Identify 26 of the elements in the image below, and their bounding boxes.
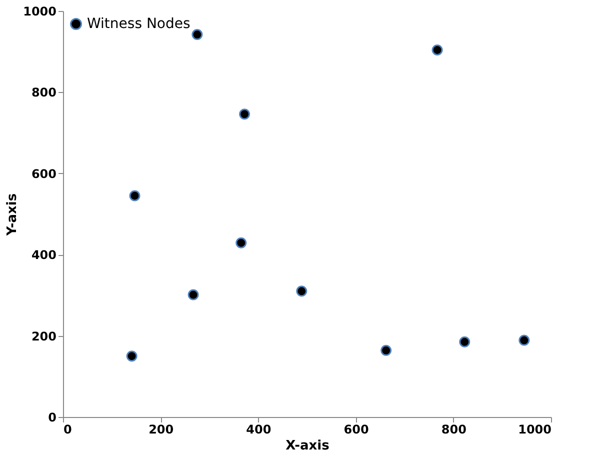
point bbox=[432, 44, 443, 56]
x-tick-label: 1000 bbox=[518, 422, 552, 436]
y-tick-label: 0 bbox=[48, 410, 56, 424]
x-tick-label: 400 bbox=[246, 422, 272, 436]
legend-label: Witness Nodes bbox=[87, 16, 190, 32]
point bbox=[380, 344, 392, 356]
point bbox=[239, 108, 250, 120]
y-tick-label: 1000 bbox=[23, 4, 56, 18]
x-tick-label: 200 bbox=[148, 422, 174, 436]
point bbox=[129, 190, 140, 202]
y-axis-title: Y-axis bbox=[5, 193, 20, 237]
y-tick-label: 600 bbox=[31, 166, 56, 181]
x-tick-label: 0 bbox=[64, 422, 72, 436]
x-tick-label: 800 bbox=[441, 422, 466, 436]
point bbox=[236, 237, 247, 248]
point bbox=[126, 350, 138, 362]
x-axis-title: X-axis bbox=[286, 438, 330, 454]
point bbox=[459, 336, 470, 348]
point bbox=[192, 29, 203, 40]
point bbox=[188, 289, 199, 300]
y-tick-label: 800 bbox=[31, 86, 56, 100]
point bbox=[518, 334, 530, 346]
y-tick-label: 200 bbox=[31, 329, 56, 344]
x-tick-label: 600 bbox=[344, 422, 369, 436]
y-tick-label: 400 bbox=[31, 248, 56, 262]
point bbox=[296, 286, 308, 297]
